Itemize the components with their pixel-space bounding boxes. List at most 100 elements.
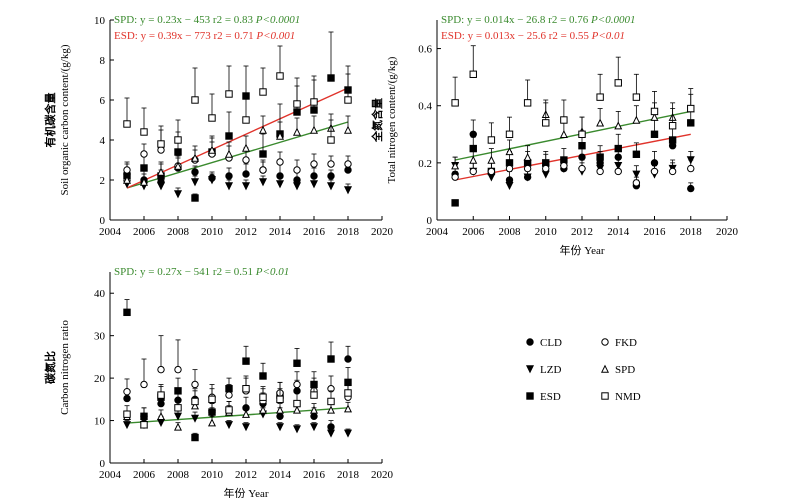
equation-part: P<0.001 (254, 30, 296, 42)
data-point (542, 119, 550, 127)
data-point (225, 391, 233, 399)
data-point (578, 130, 586, 138)
x-tick-label: 2020 (716, 226, 739, 238)
y-tick-label: 40 (94, 288, 106, 300)
x-axis-label: 年份 Year (559, 243, 604, 257)
data-point (173, 190, 183, 199)
data-point (344, 355, 352, 363)
x-tick-label: 2014 (607, 226, 630, 238)
y-tick-label: 0 (100, 215, 106, 227)
data-point (157, 146, 165, 154)
data-point (191, 168, 199, 176)
data-point (259, 88, 267, 96)
data-point (292, 182, 302, 191)
data-point (292, 425, 302, 434)
series-lzd (122, 173, 353, 199)
equation-esd: ESD: y = 0.39x − 773 r2 = 0.71 P<0.001 (114, 30, 295, 42)
x-axis-label: 年份 Year (223, 486, 268, 498)
data-point (224, 421, 234, 430)
data-point (157, 365, 165, 374)
x-tick-label: 2020 (371, 226, 394, 238)
data-point (614, 121, 623, 130)
legend: CLD FKD LZD SPD ESD NMD (525, 337, 641, 403)
data-point (276, 395, 284, 404)
data-point (451, 199, 459, 207)
data-point (632, 93, 641, 101)
data-point (190, 401, 200, 410)
data-point (156, 418, 166, 427)
data-point (191, 194, 199, 202)
series-fkd (451, 156, 695, 187)
legend-item-cld: CLD (526, 337, 562, 349)
data-point (343, 125, 353, 134)
data-point (242, 357, 250, 365)
data-point (632, 179, 641, 187)
equation-spd: SPD: y = 0.014x − 26.8 r2 = 0.76 P<0.000… (441, 14, 635, 26)
data-point (687, 164, 695, 173)
data-point (123, 166, 131, 174)
data-point (259, 372, 267, 380)
legend-label: SPD (615, 364, 635, 376)
y-axis-label-cn: 有机碳含量 (43, 93, 57, 148)
data-point (326, 405, 336, 414)
equation-part: y = 0.39x − 773 (141, 30, 212, 42)
data-point (578, 164, 586, 173)
legend-item-nmd: NMD (601, 391, 641, 403)
data-point (451, 161, 460, 170)
data-point (157, 140, 165, 148)
data-point (687, 184, 695, 193)
data-point (687, 119, 695, 127)
data-point (632, 170, 641, 179)
data-point (327, 172, 335, 180)
data-point (668, 136, 677, 144)
x-tick-label: 2014 (269, 469, 292, 481)
data-point (123, 308, 131, 317)
y-tick-label: 0.4 (418, 101, 432, 113)
data-point (190, 178, 200, 187)
x-tick-label: 2004 (99, 469, 122, 481)
equation-part: SPD: (114, 266, 140, 278)
x-tick-label: 2016 (644, 226, 667, 238)
data-point (157, 399, 165, 408)
data-point (225, 132, 233, 140)
legend-marker (601, 338, 609, 346)
data-point (242, 156, 250, 164)
data-point (174, 136, 182, 144)
y-tick-label: 2 (100, 175, 106, 187)
data-point (309, 405, 319, 414)
equation-spd: SPD: y = 0.27x − 541 r2 = 0.51 P<0.01 (114, 266, 289, 278)
chart-panel-1: 2004 2006 2008 2010 2012 2014 2016 2018 2020 0 2 4 6… (43, 14, 394, 238)
data-point (327, 355, 335, 363)
legend-marker (600, 364, 610, 373)
data-point (275, 405, 285, 414)
data-point (208, 114, 216, 122)
data-point (123, 120, 131, 128)
data-point (292, 405, 302, 414)
data-point (309, 125, 319, 134)
data-point (275, 180, 285, 189)
y-tick-label: 20 (94, 373, 106, 385)
data-point (156, 182, 166, 191)
y-tick-label: 30 (94, 331, 106, 343)
data-point (560, 162, 568, 170)
legend-marker (526, 338, 534, 346)
equation-part: SPD: (114, 14, 140, 26)
legend-label: NMD (615, 391, 641, 403)
x-tick-label: 2010 (201, 226, 224, 238)
equation-part: P<0.0001 (588, 14, 635, 26)
legend-label: CLD (540, 337, 562, 349)
data-point (241, 409, 251, 418)
data-point (293, 166, 301, 174)
data-point (122, 175, 132, 184)
y-tick-label: 4 (100, 135, 106, 147)
x-tick-label: 2010 (535, 226, 558, 238)
data-point (487, 136, 496, 144)
y-tick-label: 8 (100, 55, 106, 67)
equation-part: SPD: (441, 14, 467, 26)
data-point (122, 421, 132, 430)
data-point (327, 397, 335, 406)
data-point (343, 429, 353, 438)
data-point (469, 155, 478, 164)
x-tick-label: 2010 (201, 469, 224, 481)
